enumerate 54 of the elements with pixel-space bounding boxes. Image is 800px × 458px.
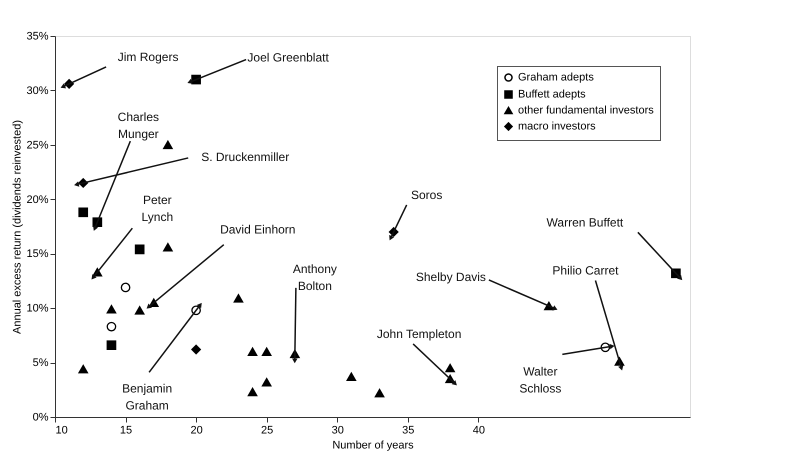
annotation: Soros: [410, 188, 442, 202]
point: [248, 347, 258, 356]
annotation: John Templeton: [376, 326, 462, 341]
y-tick-label: 0%: [32, 412, 49, 424]
x-tick-label: 15: [120, 424, 132, 436]
x-tick-label: 10: [56, 424, 68, 436]
annotation: Jim Rogers: [118, 50, 178, 64]
y-tick-label: 30%: [26, 84, 49, 97]
annotation: Anthony Bolton: [292, 262, 337, 293]
annotation: Peter Lynch: [142, 193, 174, 224]
point: [106, 322, 116, 332]
y-tick-label: 35%: [26, 30, 49, 42]
point: [346, 372, 356, 381]
legend-label: macro investors: [518, 120, 596, 132]
point: [106, 340, 116, 350]
point: [106, 304, 116, 314]
x-tick-label: 20: [190, 424, 203, 436]
point: [120, 282, 130, 292]
x-tick-label: 35: [402, 424, 414, 436]
point: [134, 306, 144, 315]
point: [191, 344, 201, 354]
annotation: Warren Buffett: [546, 215, 624, 230]
legend-label: other fundamental investors: [518, 104, 654, 116]
point: [248, 388, 258, 396]
y-axis-title: Annual excess return (dividends reinvested): [11, 120, 24, 334]
point: [78, 364, 88, 374]
point: [445, 364, 455, 372]
point: [163, 140, 173, 150]
x-tick-label: 25: [261, 424, 274, 436]
point: [262, 378, 272, 386]
point: [134, 244, 144, 254]
point: [78, 208, 88, 218]
annotation: Joel Greenblatt: [247, 50, 330, 65]
point: [262, 347, 272, 356]
legend-label: Graham adepts: [518, 72, 594, 84]
y-tick-label: 25%: [26, 139, 49, 152]
point: [163, 242, 173, 252]
point: [374, 388, 384, 398]
y-tick-label: 20%: [26, 194, 49, 206]
annotation: Benjamin Graham: [122, 381, 172, 412]
x-tick-label: 30: [332, 424, 344, 436]
annotation: Walter Schloss: [519, 364, 562, 396]
annotation: Shelby Davis: [416, 270, 486, 284]
x-tick-label: 40: [472, 424, 485, 436]
annotation: David Einhorn: [220, 222, 296, 237]
x-axis-title: Number of years: [332, 440, 414, 452]
y-tick-label: 10%: [26, 302, 49, 315]
legend-label: Buffett adepts: [518, 88, 586, 100]
point: [234, 294, 244, 303]
annotation: Charles Munger: [118, 110, 160, 142]
annotation: Philio Carret: [552, 263, 620, 278]
annotation: S. Druckenmiller: [201, 150, 290, 164]
y-tick-label: 5%: [32, 357, 49, 370]
y-tick-label: 15%: [26, 248, 49, 260]
